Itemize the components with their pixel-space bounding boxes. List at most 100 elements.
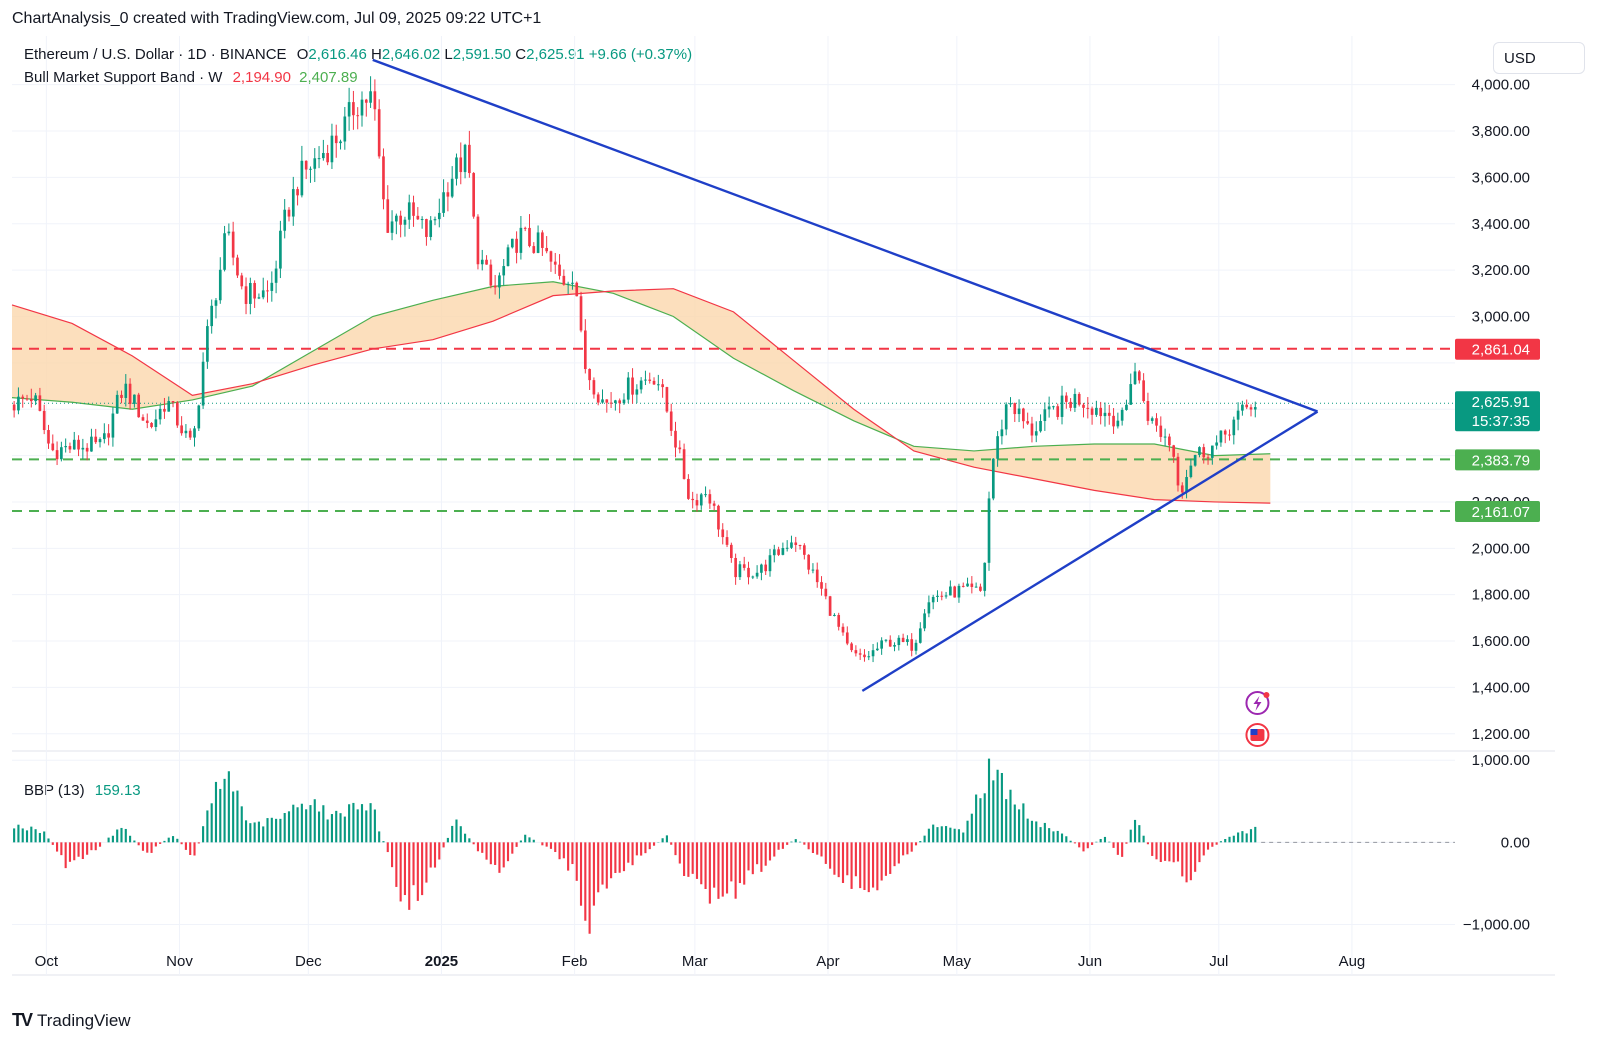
price-tick-label: 3,600.00 [1472, 169, 1530, 186]
candle-body [747, 567, 750, 578]
candle-body [330, 135, 334, 163]
candle-body [1228, 434, 1231, 436]
candle-body [558, 264, 561, 276]
candle-body [364, 99, 368, 103]
footer-brand-text: TradingView [37, 1010, 131, 1030]
candle-body [1004, 404, 1008, 430]
candle-body [695, 500, 699, 506]
trendline-lower [861, 410, 1319, 692]
candle-body [313, 158, 317, 169]
candle-body [360, 99, 364, 116]
candle-body [1241, 404, 1244, 411]
candle-body [583, 330, 587, 370]
candle-body [785, 547, 789, 549]
symbol-legend: Ethereum / U.S. Dollar · 1D · BINANCE O2… [24, 46, 692, 63]
candle-body [137, 394, 141, 418]
candle-body [682, 449, 686, 479]
candle-body [1236, 410, 1240, 420]
candle-body [1112, 415, 1115, 427]
open-label: O [296, 46, 309, 63]
candle-body [669, 411, 673, 431]
last-price-badge [1455, 391, 1540, 432]
candle-body [1193, 454, 1197, 466]
candle-body [489, 264, 493, 286]
oscillator-name[interactable]: BBP (13) [24, 782, 85, 799]
candle-body [459, 157, 463, 173]
candle-body [609, 402, 613, 404]
candle-body [390, 221, 394, 233]
candle-body [656, 384, 660, 386]
candle-body [253, 282, 256, 299]
last-price-label: 2,625.91 [1472, 394, 1530, 411]
candle-body [571, 282, 574, 284]
event-dot-icon [1263, 692, 1270, 698]
candle-body [287, 209, 291, 217]
candle-body [21, 396, 25, 399]
chart-attribution: ChartAnalysis_0 created with TradingView… [12, 10, 542, 27]
candle-body [425, 219, 428, 237]
candle-body [1232, 419, 1236, 436]
time-tick-label: May [943, 953, 972, 970]
candle-body [94, 436, 98, 443]
candle-body [1172, 445, 1176, 457]
currency-button[interactable]: USD [1493, 42, 1585, 74]
candle-body [407, 202, 411, 220]
candle-body [244, 286, 248, 304]
candle-body [1163, 436, 1167, 438]
candle-body [1133, 371, 1137, 385]
candle-body [652, 380, 656, 385]
candle-body [837, 614, 841, 627]
high-label: H [370, 46, 382, 63]
candle-body [987, 498, 991, 563]
candle-body [158, 408, 162, 420]
candle-body [528, 227, 531, 247]
candle-body [55, 450, 59, 460]
candle-body [506, 247, 510, 267]
candle-body [420, 219, 424, 221]
candle-body [519, 227, 523, 253]
candle-body [184, 430, 188, 434]
candle-body [833, 614, 836, 616]
time-tick-label: Feb [562, 953, 588, 970]
candle-body [38, 395, 42, 411]
candle-body [193, 428, 196, 438]
tradingview-logo-icon: TV [12, 1010, 33, 1030]
candle-body [1095, 407, 1098, 415]
candle-body [961, 585, 965, 587]
candle-body [880, 640, 883, 649]
candle-body [1146, 401, 1150, 421]
candle-body [1125, 404, 1128, 410]
candle-body [1168, 436, 1171, 446]
candle-body [1030, 423, 1034, 436]
candle-body [154, 419, 158, 428]
candle-body [1155, 418, 1158, 426]
candle-body [77, 439, 80, 450]
candle-body [339, 141, 342, 144]
candle-body [472, 173, 475, 217]
candle-body [25, 398, 29, 400]
indicator-name[interactable]: Bull Market Support Band · W [24, 69, 223, 86]
candle-body [541, 232, 544, 248]
candle-body [60, 447, 63, 460]
candle-body [1189, 465, 1193, 478]
candle-body [455, 157, 458, 179]
candle-body [858, 653, 862, 655]
level-price-badge [1455, 449, 1540, 471]
candle-body [261, 290, 265, 298]
bar-countdown-label: 15:37:35 [1472, 413, 1530, 430]
candle-body [863, 654, 866, 658]
candle-body [1017, 408, 1021, 415]
candle-body [940, 595, 944, 597]
candle-body [437, 212, 441, 220]
candle-body [120, 394, 123, 398]
candle-body [815, 569, 819, 583]
candle-body [811, 569, 815, 571]
candle-body [1180, 485, 1184, 493]
symbol-name[interactable]: Ethereum / U.S. Dollar · 1D · BINANCE [24, 46, 287, 63]
level-price-badge [1455, 500, 1540, 522]
candle-body [352, 102, 355, 116]
candle-body [588, 369, 591, 381]
candle-body [665, 387, 669, 412]
candle-body [446, 192, 450, 197]
